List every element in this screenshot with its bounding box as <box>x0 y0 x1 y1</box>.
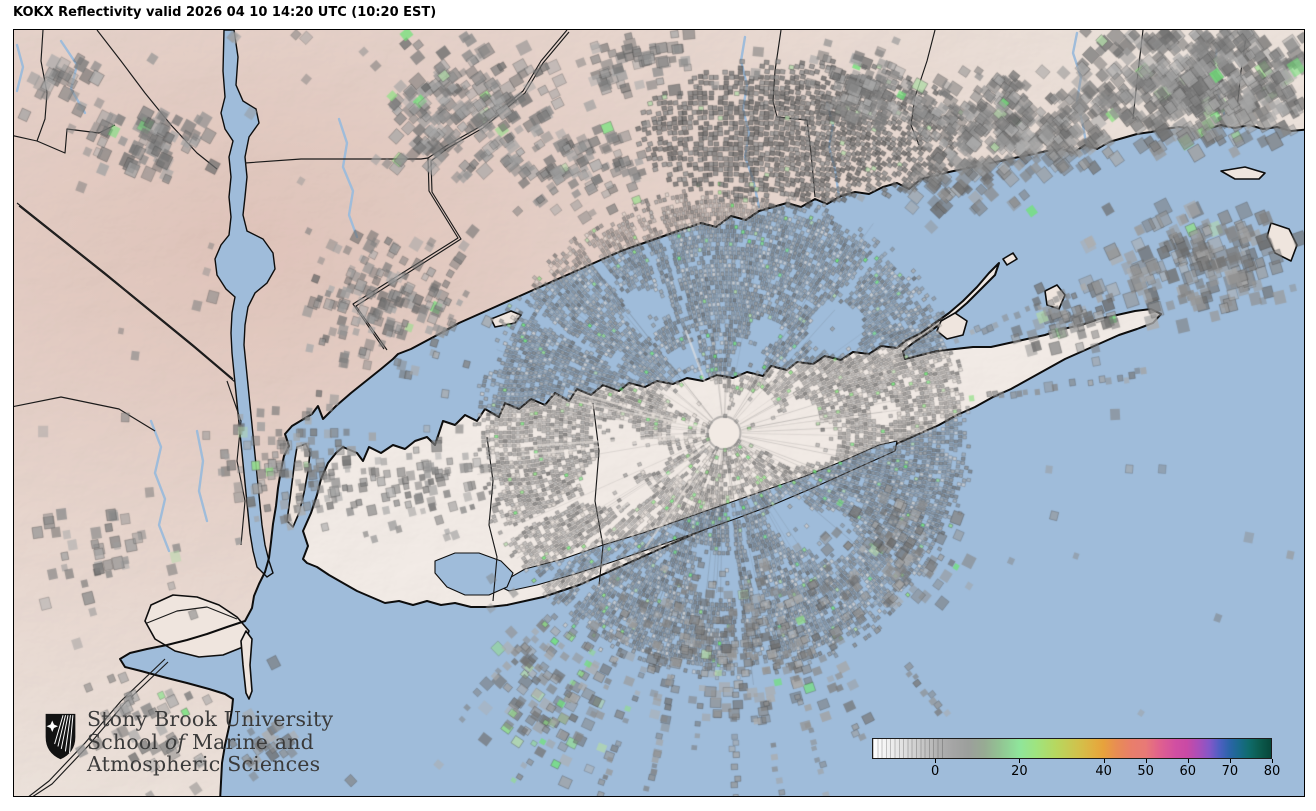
colorbar-tick-label: 0 <box>931 764 940 779</box>
colorbar-tick-label: 50 <box>1137 764 1154 779</box>
colorbar-discrete-stripes <box>873 739 943 758</box>
sbu-logo: Stony Brook University School of Marine … <box>44 708 333 776</box>
brand-line-2: School of Marine and <box>87 729 314 754</box>
colorbar-tick <box>1229 759 1231 763</box>
colorbar-tick <box>935 759 937 763</box>
colorbar-tick <box>1103 759 1105 763</box>
reflectivity-colorbar: 0 20 40 50 60 70 80 <box>872 738 1280 779</box>
colorbar-tick <box>1145 759 1147 763</box>
colorbar-gradient <box>872 738 1272 759</box>
brand-line-1: Stony Brook University <box>87 707 334 731</box>
radar-echoes-canvas <box>14 30 1304 796</box>
map-frame: Stony Brook University School of Marine … <box>13 29 1305 797</box>
sbu-shield-icon <box>45 713 76 760</box>
sbu-text: Stony Brook University School of Marine … <box>87 708 333 776</box>
colorbar-tick-label: 70 <box>1221 764 1239 779</box>
colorbar-tick-label: 60 <box>1179 764 1197 779</box>
colorbar-tick-label: 20 <box>1011 764 1028 779</box>
colorbar-tick-label: 40 <box>1095 764 1112 779</box>
colorbar-tick <box>1019 759 1021 763</box>
page-title: KOKX Reflectivity valid 2026 04 10 14:20… <box>13 5 437 20</box>
colorbar-tick <box>1187 759 1189 763</box>
colorbar-tick-label: 80 <box>1263 764 1281 779</box>
brand-line-3: Atmospheric Sciences <box>87 752 321 776</box>
colorbar-tick <box>1272 759 1273 763</box>
